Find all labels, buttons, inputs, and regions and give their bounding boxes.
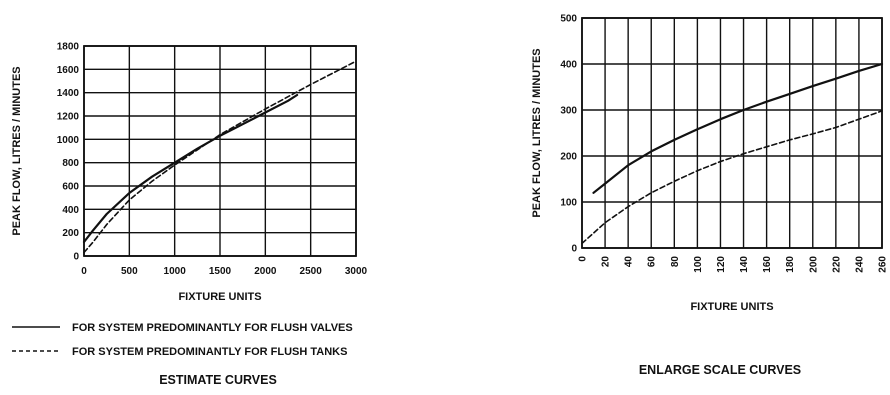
x-tick-label: 120	[716, 256, 727, 273]
x-tick-label: 60	[647, 256, 658, 268]
y-tick-label: 400	[62, 205, 79, 216]
y-tick-label: 200	[560, 152, 577, 163]
y-tick-label: 1800	[57, 42, 80, 53]
y-axis-title: PEAK FLOW, LITRES / MINUTES	[531, 48, 543, 217]
x-tick-label: 0	[81, 266, 87, 277]
x-tick-label: 2000	[254, 266, 277, 277]
series-line-flush-tanks	[581, 110, 883, 245]
x-tick-label: 260	[878, 256, 889, 273]
legend-item-flush-tanks: FOR SYSTEM PREDOMINANTLY FOR FLUSH TANKS	[72, 346, 347, 358]
y-tick-label: 600	[62, 182, 79, 193]
series-line-flush-tanks	[83, 60, 357, 254]
x-tick-label: 20	[601, 256, 612, 268]
y-tick-label: 1200	[57, 112, 80, 123]
x-tick-label: 180	[785, 256, 796, 273]
x-axis-title: FIXTURE UNITS	[690, 301, 773, 313]
x-tick-label: 160	[762, 256, 773, 273]
x-tick-label: 140	[739, 256, 750, 273]
y-axis-title: PEAK FLOW, LITRES / MINUTES	[11, 66, 23, 235]
x-tick-label: 1500	[209, 266, 232, 277]
y-tick-label: 200	[62, 228, 79, 239]
legend-item-flush-valves: FOR SYSTEM PREDOMINANTLY FOR FLUSH VALVE…	[72, 322, 353, 334]
left-chart-caption: ESTIMATE CURVES	[159, 373, 277, 387]
series-line-flush-valves	[82, 93, 299, 244]
x-tick-label: 2500	[300, 266, 323, 277]
y-tick-label: 400	[560, 60, 577, 71]
x-tick-label: 240	[854, 256, 865, 273]
x-tick-label: 0	[578, 256, 589, 262]
y-tick-label: 1600	[57, 65, 80, 76]
x-tick-label: 220	[831, 256, 842, 273]
x-axis-title: FIXTURE UNITS	[178, 291, 261, 303]
enlarge-scale-curves-chart: 0 100 200 300 400 500 0 20 40 60 80 100 120 140 160 180…	[531, 14, 889, 314]
plot-frame	[83, 45, 357, 257]
y-tick-label: 1400	[57, 88, 80, 99]
series-line-flush-valves	[592, 62, 884, 194]
right-chart-caption: ENLARGE SCALE CURVES	[639, 363, 801, 377]
y-tick-label: 0	[571, 244, 577, 255]
x-tick-label: 80	[670, 256, 681, 268]
y-tick-label: 800	[62, 158, 79, 169]
left-legend: FOR SYSTEM PREDOMINANTLY FOR FLUSH VALVE…	[12, 322, 353, 358]
x-tick-label: 40	[624, 256, 635, 268]
x-tick-label: 500	[121, 266, 138, 277]
x-tick-label: 100	[693, 256, 704, 273]
y-tick-label: 500	[560, 14, 577, 25]
x-tick-label: 200	[808, 256, 819, 273]
y-tick-label: 0	[73, 252, 79, 263]
estimate-curves-chart: 0 200 400 600 800 1000 1200 1400 1600 1800 0 500 100…	[11, 42, 368, 304]
x-tick-label: 3000	[345, 266, 368, 277]
y-tick-label: 1000	[57, 135, 80, 146]
x-tick-label: 1000	[164, 266, 187, 277]
y-tick-label: 300	[560, 106, 577, 117]
plot-frame	[581, 17, 883, 249]
y-tick-label: 100	[560, 198, 577, 209]
